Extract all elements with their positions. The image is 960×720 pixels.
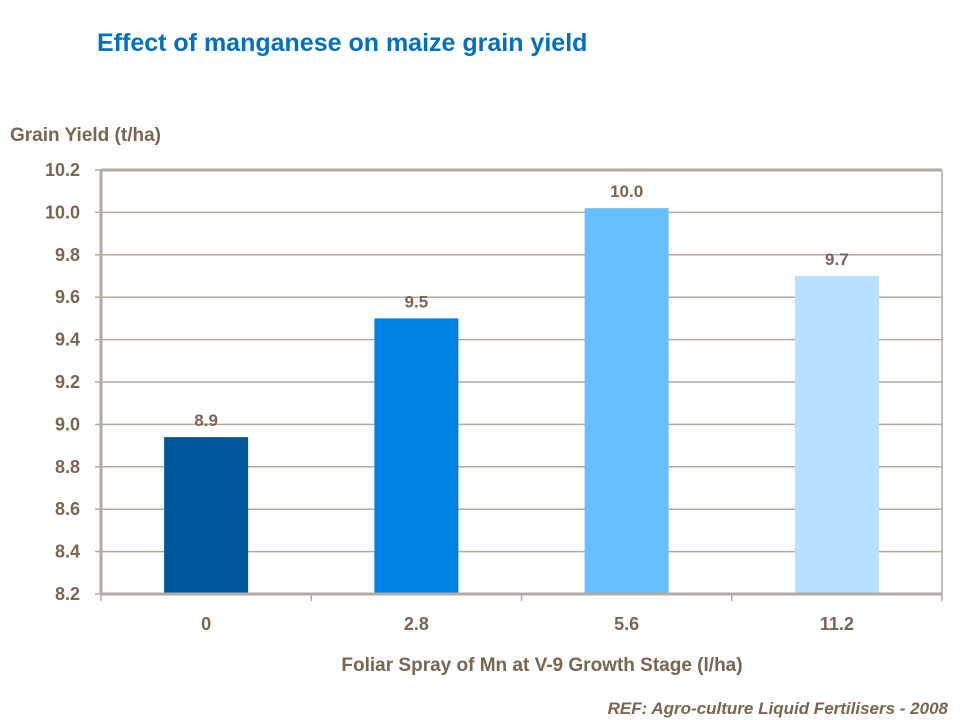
reference-note: REF: Agro-culture Liquid Fertilisers - 2… <box>607 699 948 718</box>
x-tick-label: 5.6 <box>614 614 639 634</box>
data-label: 9.5 <box>405 292 429 311</box>
x-tick-label: 11.2 <box>820 614 854 634</box>
y-tick-label: 8.2 <box>55 584 80 604</box>
y-tick-label: 9.6 <box>55 287 80 307</box>
bar <box>374 318 459 594</box>
y-axis-label: Grain Yield (t/ha) <box>10 125 161 146</box>
y-tick-label: 10.2 <box>45 160 80 180</box>
data-label: 9.7 <box>825 250 849 269</box>
y-tick-label: 9.4 <box>55 330 80 350</box>
x-axis-label: Foliar Spray of Mn at V-9 Growth Stage (… <box>341 655 743 676</box>
bar <box>794 276 879 594</box>
y-tick-label: 10.0 <box>45 202 80 222</box>
data-label: 8.9 <box>194 411 218 430</box>
y-tick-label: 9.2 <box>55 372 80 392</box>
bar <box>164 437 249 594</box>
y-tick-label: 9.8 <box>55 245 80 265</box>
x-tick-label: 0 <box>201 614 211 634</box>
y-tick-label: 8.8 <box>55 457 80 477</box>
y-tick-label: 8.6 <box>55 499 80 519</box>
y-tick-label: 9.0 <box>55 414 80 434</box>
bar <box>584 208 669 594</box>
chart-title: Effect of manganese on maize grain yield <box>97 29 588 57</box>
data-label: 10.0 <box>610 182 643 201</box>
x-tick-label: 2.8 <box>404 614 429 634</box>
y-tick-label: 8.4 <box>55 542 80 562</box>
